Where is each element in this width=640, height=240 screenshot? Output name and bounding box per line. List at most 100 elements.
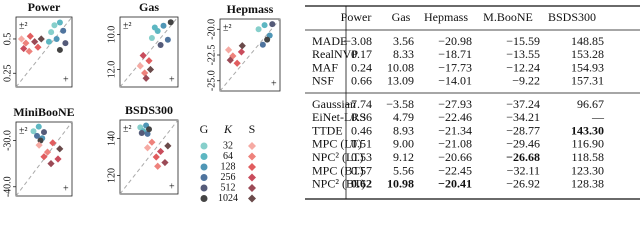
legend-label: 1024: [218, 193, 238, 204]
panel-title: BSDS300: [125, 103, 173, 117]
circle-point: [138, 129, 145, 136]
table-cell: 96.67: [577, 97, 604, 111]
legend-diamond: [248, 194, 256, 203]
corner-label: +: [169, 181, 175, 192]
table-cell: 10.98: [387, 177, 414, 191]
circle-point: [255, 26, 262, 33]
circle-point: [45, 38, 52, 45]
plot-frame: [119, 16, 179, 88]
table-cell: −27.93: [438, 97, 472, 111]
legend-circle: [200, 174, 208, 181]
table-cell: −12.24: [506, 60, 540, 74]
legend-label: 256: [221, 172, 236, 183]
diamond-point: [54, 155, 62, 163]
row-label: NPC² (BT): [312, 177, 365, 191]
table-cell: 9.00: [393, 137, 414, 151]
legend-diamond: [248, 152, 256, 161]
legend-header: G: [200, 122, 209, 136]
diagonal: [15, 121, 73, 197]
row-label: NPC² (LT): [312, 150, 364, 164]
table-cell: −18.71: [438, 47, 472, 61]
table-cell: −15.59: [506, 34, 540, 48]
panel-title: Gas: [139, 0, 159, 14]
circle-point: [160, 22, 167, 29]
row-label: RealNVP: [312, 47, 358, 61]
table-cell: −26.68: [506, 150, 540, 164]
corner-label: ±²: [19, 125, 28, 136]
circle-point: [34, 132, 40, 139]
circle-point: [264, 36, 271, 43]
diamond-point: [164, 142, 172, 150]
legend-circle: [200, 142, 208, 150]
table-cell: 0.62: [351, 177, 372, 191]
legend-diamond: [248, 142, 256, 150]
table-cell: 128.38: [571, 177, 604, 191]
table-cell: −14.01: [438, 74, 472, 88]
legend-label: 128: [221, 161, 236, 172]
corner-label: +: [63, 183, 69, 194]
table-header: BSDS300: [548, 10, 596, 24]
diamond-point: [237, 48, 246, 56]
table-cell: 143.30: [571, 123, 604, 137]
circle-point: [30, 128, 37, 135]
table-cell: −26.92: [506, 177, 540, 191]
row-label: Gaussian: [312, 97, 356, 111]
diamond-point: [233, 59, 241, 67]
diamond-point: [148, 138, 156, 146]
corner-label: +: [63, 74, 69, 85]
diamond-point: [157, 147, 165, 156]
diamond-point: [142, 74, 150, 82]
diamond-point: [143, 144, 152, 152]
diamond-point: [238, 42, 246, 50]
circle-point: [56, 46, 63, 53]
diamond-point: [146, 65, 155, 74]
diagonal: [119, 16, 179, 88]
table-cell: 0.24: [351, 60, 372, 74]
table-cell: —: [591, 110, 605, 124]
row-label: NSF: [312, 74, 334, 88]
table-cell: 5.56: [393, 163, 414, 177]
corner-label: +: [169, 74, 175, 85]
panel-title: Hepmass: [227, 2, 274, 16]
table-cell: 153.28: [571, 47, 604, 61]
table-cell: −21.34: [438, 123, 472, 137]
circle-point: [167, 19, 174, 26]
table-cell: 8.33: [393, 47, 414, 61]
plot-frame: [15, 121, 73, 197]
legend-header: S: [249, 122, 256, 136]
circle-point: [56, 19, 63, 26]
diamond-point: [40, 153, 48, 161]
table-cell: 8.93: [393, 123, 414, 137]
diamond-point: [49, 139, 57, 147]
legend-circle: [200, 195, 208, 202]
diamond-point: [141, 69, 149, 77]
table-header: Power: [341, 10, 372, 24]
circle-point: [41, 129, 47, 136]
row-label: TTDE: [312, 123, 343, 137]
legend-label: 32: [223, 140, 233, 151]
legend-diamond: [248, 163, 256, 171]
table-cell: 157.31: [571, 74, 604, 88]
legend-diamond: [248, 173, 256, 182]
panel-title: MiniBooNE: [13, 105, 74, 119]
circle-point: [62, 40, 69, 47]
table-cell: −32.11: [507, 163, 540, 177]
circle-point: [35, 123, 42, 130]
diamond-point: [47, 160, 55, 168]
diamond-point: [154, 162, 162, 170]
diagonal: [119, 119, 179, 195]
table-cell: −21.08: [438, 137, 472, 151]
table-cell: 0.53: [351, 150, 372, 164]
panel-title: Power: [28, 0, 61, 14]
table-cell: 116.90: [571, 137, 604, 151]
y-tick-label: -25.0: [206, 70, 217, 91]
diamond-point: [136, 62, 144, 70]
y-tick-label: -30.0: [2, 130, 13, 151]
row-label: MADE: [312, 34, 347, 48]
diamond-point: [31, 38, 39, 46]
y-tick-label: 120: [106, 168, 117, 183]
diamond-point: [161, 158, 169, 167]
table-cell: −28.77: [506, 123, 540, 137]
y-tick-label: -20.0: [206, 19, 217, 40]
diamond-point: [17, 35, 26, 43]
